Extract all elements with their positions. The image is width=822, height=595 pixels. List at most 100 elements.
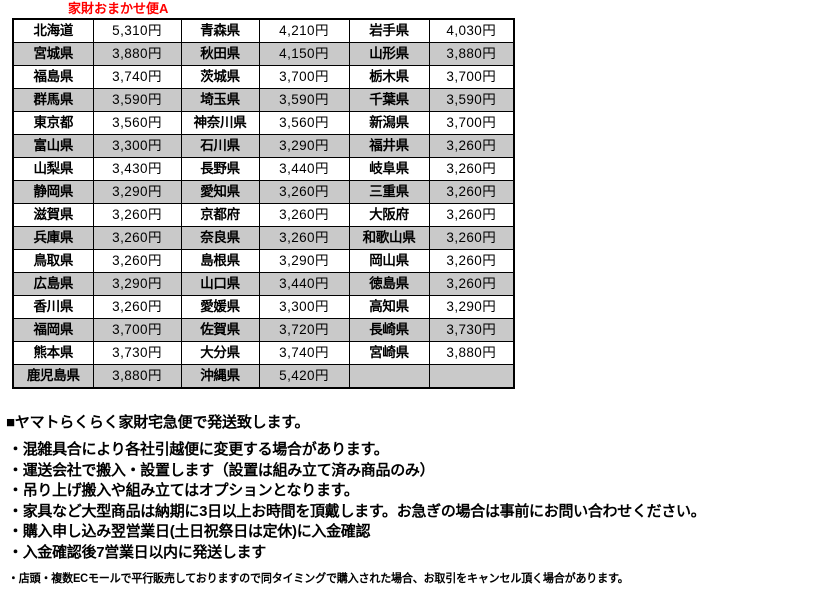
price-cell: 3,700円 [428, 111, 515, 135]
price-cell: 4,150円 [258, 42, 350, 66]
price-cell: 3,300円 [258, 295, 350, 319]
price-cell: 3,290円 [258, 134, 350, 158]
prefecture-cell: 徳島県 [348, 272, 430, 296]
price-cell: 4,210円 [258, 18, 350, 43]
prefecture-cell: 奈良県 [180, 226, 260, 250]
table-row: 福岡県 3,700円 佐賀県 3,720円 長崎県 3,730円 [12, 318, 515, 342]
prefecture-cell: 東京都 [12, 111, 94, 135]
prefecture-cell: 福岡県 [12, 318, 94, 342]
table-row: 東京都 3,560円 神奈川県 3,560円 新潟県 3,700円 [12, 111, 515, 135]
shipping-notes: ■ヤマトらくらく家財宅急便で発送致します。 ・混雑具合により各社引越便に変更する… [6, 412, 818, 588]
price-cell: 3,560円 [92, 111, 182, 135]
prefecture-cell: 山口県 [180, 272, 260, 296]
price-cell: 3,260円 [92, 203, 182, 227]
prefecture-cell: 栃木県 [348, 65, 430, 89]
table-row: 兵庫県 3,260円 奈良県 3,260円 和歌山県 3,260円 [12, 226, 515, 250]
table-row: 山梨県 3,430円 長野県 3,440円 岐阜県 3,260円 [12, 157, 515, 181]
price-cell: 3,730円 [92, 341, 182, 365]
prefecture-cell: 岡山県 [348, 249, 430, 273]
price-cell: 3,260円 [428, 249, 515, 273]
price-cell: 3,880円 [428, 42, 515, 66]
price-cell: 3,260円 [92, 226, 182, 250]
note-line: ・運送会社で搬入・設置します（設置は組み立て済み商品のみ） [8, 461, 435, 479]
notes-fine-print: ・店頭・複数ECモールで平行販売しておりますので同タイミングで購入された場合、お… [7, 573, 629, 585]
prefecture-cell: 石川県 [180, 134, 260, 158]
table-row: 富山県 3,300円 石川県 3,290円 福井県 3,260円 [12, 134, 515, 158]
prefecture-cell: 三重県 [348, 180, 430, 204]
prefecture-cell: 長野県 [180, 157, 260, 181]
prefecture-cell: 富山県 [12, 134, 94, 158]
table-row: 北海道 5,310円 青森県 4,210円 岩手県 4,030円 [12, 18, 515, 43]
prefecture-cell: 鹿児島県 [12, 364, 94, 389]
notes-list: ・混雑具合により各社引越便に変更する場合があります。 ・運送会社で搬入・設置します… [6, 440, 818, 563]
table-row: 群馬県 3,590円 埼玉県 3,590円 千葉県 3,590円 [12, 88, 515, 112]
prefecture-cell: 大分県 [180, 341, 260, 365]
price-cell: 3,730円 [428, 318, 515, 342]
prefecture-cell: 宮城県 [12, 42, 94, 66]
price-cell: 3,260円 [428, 203, 515, 227]
prefecture-cell: 埼玉県 [180, 88, 260, 112]
prefecture-cell: 山形県 [348, 42, 430, 66]
price-cell: 3,260円 [428, 134, 515, 158]
shipping-fee-table-container: 北海道 5,310円 青森県 4,210円 岩手県 4,030円 宮城県 3,880円 秋田県 4… [12, 18, 515, 389]
prefecture-cell: 高知県 [348, 295, 430, 319]
prefecture-cell: 和歌山県 [348, 226, 430, 250]
notes-heading: ■ヤマトらくらく家財宅急便で発送致します。 [6, 414, 310, 431]
price-cell: 3,590円 [92, 88, 182, 112]
prefecture-cell: 茨城県 [180, 65, 260, 89]
prefecture-cell: 熊本県 [12, 341, 94, 365]
table-row: 鳥取県 3,260円 島根県 3,290円 岡山県 3,260円 [12, 249, 515, 273]
price-cell: 3,700円 [428, 65, 515, 89]
note-line: ・購入申し込み翌営業日(土日祝祭日は定休)に入金確認 [8, 523, 371, 540]
prefecture-cell: 愛媛県 [180, 295, 260, 319]
price-cell: 3,560円 [258, 111, 350, 135]
prefecture-cell: 福島県 [12, 65, 94, 89]
prefecture-cell: 佐賀県 [180, 318, 260, 342]
prefecture-cell: 秋田県 [180, 42, 260, 66]
price-cell: 3,700円 [92, 318, 182, 342]
prefecture-cell: 広島県 [12, 272, 94, 296]
price-cell: 5,310円 [92, 18, 182, 43]
price-cell: 3,880円 [92, 364, 182, 389]
price-cell: 3,260円 [428, 180, 515, 204]
prefecture-cell: 長崎県 [348, 318, 430, 342]
price-cell: 3,260円 [428, 157, 515, 181]
prefecture-cell: 愛知県 [180, 180, 260, 204]
prefecture-cell: 福井県 [348, 134, 430, 158]
price-cell: 3,290円 [428, 295, 515, 319]
prefecture-cell: 鳥取県 [12, 249, 94, 273]
prefecture-cell: 群馬県 [12, 88, 94, 112]
prefecture-cell: 香川県 [12, 295, 94, 319]
prefecture-cell: 山梨県 [12, 157, 94, 181]
price-cell: 3,700円 [258, 65, 350, 89]
price-cell: 3,260円 [428, 272, 515, 296]
prefecture-cell: 大阪府 [348, 203, 430, 227]
note-line: ・家具など大型商品は納期に3日以上お時間を頂戴します。お急ぎの場合は事前にお問い… [8, 502, 706, 520]
table-row: 香川県 3,260円 愛媛県 3,300円 高知県 3,290円 [12, 295, 515, 319]
price-cell: 3,290円 [92, 180, 182, 204]
price-cell: 3,300円 [92, 134, 182, 158]
prefecture-cell: 千葉県 [348, 88, 430, 112]
price-cell: 3,440円 [258, 157, 350, 181]
prefecture-cell: 岐阜県 [348, 157, 430, 181]
prefecture-cell [348, 364, 430, 389]
price-cell: 3,260円 [92, 249, 182, 273]
table-row: 福島県 3,740円 茨城県 3,700円 栃木県 3,700円 [12, 65, 515, 89]
note-line: ・吊り上げ搬入や組み立てはオプションとなります。 [8, 482, 359, 499]
table-row: 熊本県 3,730円 大分県 3,740円 宮崎県 3,880円 [12, 341, 515, 365]
prefecture-cell: 宮崎県 [348, 341, 430, 365]
price-cell: 3,430円 [92, 157, 182, 181]
prefecture-cell: 岩手県 [348, 18, 430, 43]
price-cell: 3,260円 [258, 226, 350, 250]
table-row: 静岡県 3,290円 愛知県 3,260円 三重県 3,260円 [12, 180, 515, 204]
price-cell: 3,290円 [92, 272, 182, 296]
prefecture-cell: 沖縄県 [180, 364, 260, 389]
prefecture-cell: 青森県 [180, 18, 260, 43]
table-row: 滋賀県 3,260円 京都府 3,260円 大阪府 3,260円 [12, 203, 515, 227]
prefecture-cell: 兵庫県 [12, 226, 94, 250]
prefecture-cell: 島根県 [180, 249, 260, 273]
prefecture-cell: 滋賀県 [12, 203, 94, 227]
price-cell: 3,740円 [258, 341, 350, 365]
price-cell [428, 364, 515, 389]
shipping-fee-table-body: 北海道 5,310円 青森県 4,210円 岩手県 4,030円 宮城県 3,880円 秋田県 4… [12, 18, 515, 389]
